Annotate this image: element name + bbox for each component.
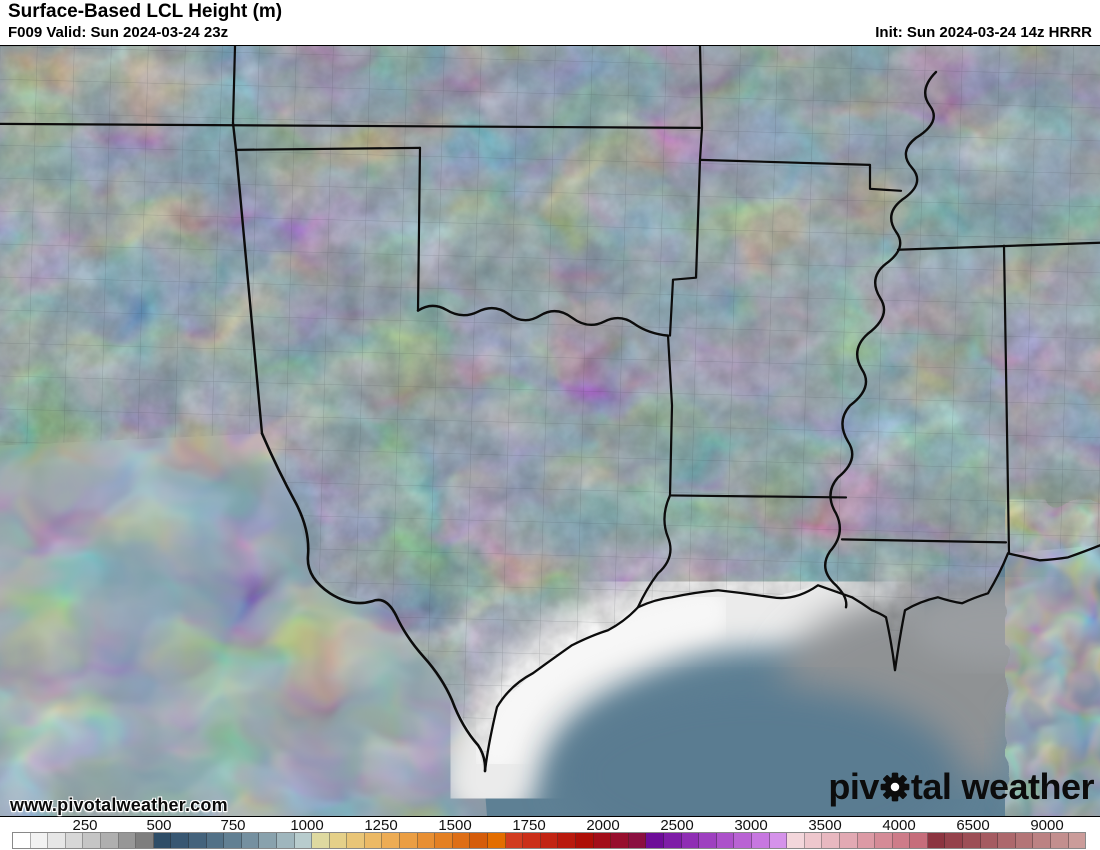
colorbar-tick-label: 9000	[1030, 817, 1064, 834]
colorbar-cell	[1068, 833, 1086, 848]
colorbar-cells	[12, 832, 1086, 849]
colorbar-tick-label: 500	[146, 817, 172, 834]
colorbar-cell	[927, 833, 946, 848]
colorbar-cell	[206, 833, 225, 848]
page-title: Surface-Based LCL Height (m)	[8, 1, 283, 22]
colorbar-cell	[593, 833, 612, 848]
watermark-url: www.pivotalweather.com	[10, 795, 228, 815]
colorbar-cell	[224, 833, 242, 848]
colorbar-tick-label: 1000	[290, 817, 324, 834]
colorbar-tick-label: 3500	[808, 817, 842, 834]
colorbar-cell	[488, 833, 506, 848]
colorbar-cell	[100, 833, 119, 848]
colorbar-cell	[716, 833, 735, 848]
colorbar-cell	[505, 833, 524, 848]
colorbar-cell	[540, 833, 559, 848]
colorbar-cell	[470, 833, 489, 848]
colorbar-cell	[171, 833, 189, 848]
colorbar-tick-label: 1250	[364, 817, 398, 834]
colorbar-cell	[276, 833, 295, 848]
lcl-height-map-canvas	[0, 46, 1100, 816]
colorbar-cell	[628, 833, 647, 848]
colorbar-cell	[452, 833, 471, 848]
colorbar-cell	[558, 833, 576, 848]
colorbar-cell	[329, 833, 348, 848]
pivotal-weather-logo: piv tal weather	[828, 769, 1094, 805]
colorbar-cell	[822, 833, 840, 848]
colorbar-cell	[769, 833, 788, 848]
colorbar-cell	[663, 833, 682, 848]
colorbar-cell	[875, 833, 893, 848]
colorbar-cell	[48, 833, 66, 848]
colorbar-cell	[892, 833, 911, 848]
colorbar-cell	[259, 833, 277, 848]
colorbar-tick-label: 1500	[438, 817, 472, 834]
colorbar-cell	[857, 833, 876, 848]
colorbar-cell	[294, 833, 313, 848]
init-time-label: Init: Sun 2024-03-24 14z HRRR	[875, 24, 1092, 41]
colorbar-cell	[523, 833, 541, 848]
colorbar-cell	[188, 833, 207, 848]
colorbar-cell	[945, 833, 964, 848]
gear-icon	[880, 772, 910, 802]
colorbar-cell	[400, 833, 418, 848]
colorbar-cell	[13, 833, 31, 848]
colorbar-tick-label: 6500	[956, 817, 990, 834]
colorbar-tick-label: 2000	[586, 817, 620, 834]
colorbar-tick-label: 250	[72, 817, 98, 834]
colorbar-cell	[65, 833, 84, 848]
weather-map: www.pivotalweather.com piv	[0, 45, 1100, 817]
colorbar-cell	[804, 833, 823, 848]
colorbar-cell	[980, 833, 999, 848]
colorbar-cell	[30, 833, 49, 848]
colorbar-cell	[382, 833, 401, 848]
colorbar-cell	[364, 833, 383, 848]
colorbar-tick-label: 2500	[660, 817, 694, 834]
colorbar-cell	[699, 833, 717, 848]
colorbar-cell	[1051, 833, 1069, 848]
colorbar-cell	[751, 833, 770, 848]
colorbar-tick-label: 750	[220, 817, 246, 834]
colorbar-cell	[153, 833, 172, 848]
colorbar-cell	[241, 833, 260, 848]
colorbar-cell	[417, 833, 436, 848]
colorbar-cell	[136, 833, 154, 848]
colorbar-cell	[1033, 833, 1052, 848]
colorbar-cell	[787, 833, 805, 848]
colorbar-cell	[1015, 833, 1034, 848]
logo-text-piv: piv	[828, 766, 879, 807]
colorbar-cell	[839, 833, 858, 848]
colorbar-cell	[681, 833, 700, 848]
colorbar-cell	[646, 833, 664, 848]
colorbar-ticks: 250 500 750 1000 1250 1500 1750 2000 2500 3000 350…	[0, 817, 1100, 834]
colorbar-tick-label: 3000	[734, 817, 768, 834]
colorbar-cell	[118, 833, 137, 848]
colorbar-tick-label: 4000	[882, 817, 916, 834]
logo-text-weather: weather	[961, 766, 1094, 807]
colorbar-cell	[998, 833, 1016, 848]
colorbar-cell	[734, 833, 752, 848]
colorbar-cell	[312, 833, 330, 848]
colorbar-cell	[910, 833, 928, 848]
colorbar-cell	[576, 833, 594, 848]
colorbar-tick-label: 1750	[512, 817, 546, 834]
colorbar-cell	[963, 833, 981, 848]
logo-text-tal: tal	[910, 766, 952, 807]
colorbar-cell	[611, 833, 629, 848]
valid-time-label: F009 Valid: Sun 2024-03-24 23z	[8, 24, 229, 41]
colorbar-cell	[435, 833, 453, 848]
colorbar-cell	[347, 833, 365, 848]
colorbar-cell	[83, 833, 101, 848]
